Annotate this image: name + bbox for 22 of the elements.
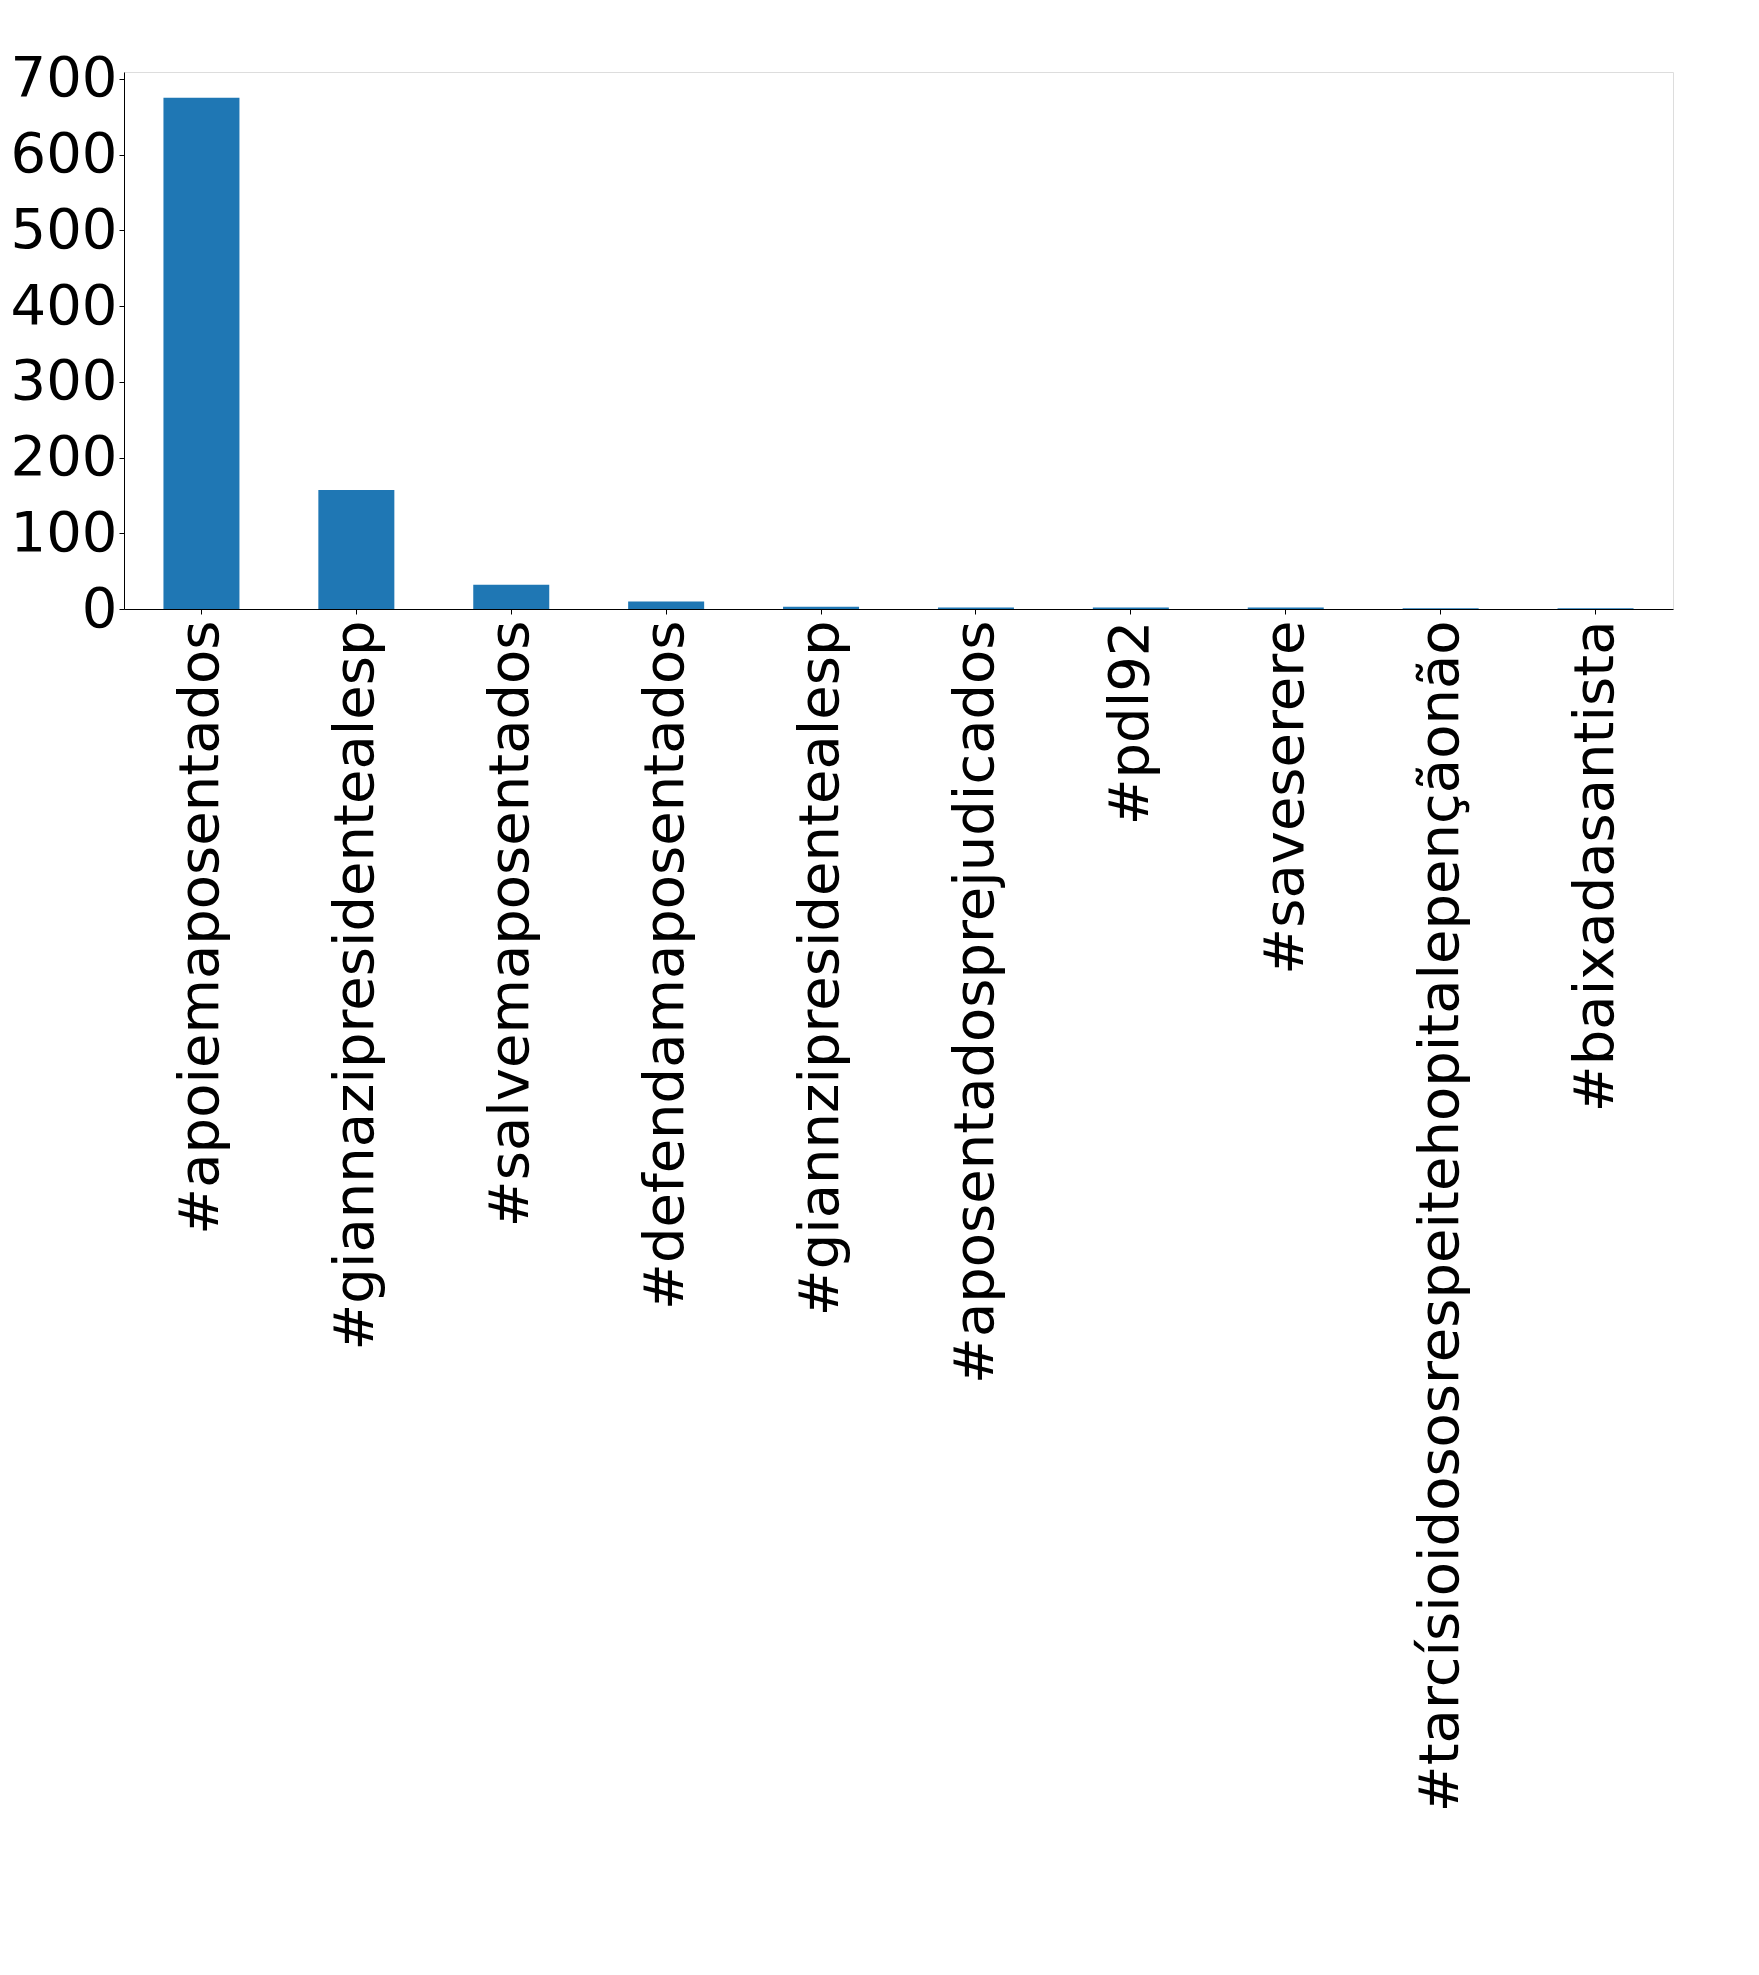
x-tick-label: #tarcísioidososrespeitehopitalepençãonão (1405, 620, 1471, 1813)
bar (628, 601, 705, 609)
x-tick-label: #pdl92 (1095, 620, 1161, 826)
bar (318, 490, 395, 609)
x-tick-label: #baixadasantista (1560, 620, 1626, 1113)
bar (473, 584, 550, 609)
y-tick-label: 400 (10, 271, 118, 337)
y-tick-label: 600 (10, 120, 118, 186)
y-tick-label: 700 (10, 44, 118, 110)
x-tick-label: #aposentadosprejudicados (940, 620, 1006, 1384)
y-tick-label: 0 (81, 574, 118, 640)
y-tick-label: 500 (10, 195, 118, 261)
x-tick-label: #salvemaposentados (476, 620, 542, 1228)
y-tick-label: 200 (10, 423, 118, 489)
bar (163, 97, 240, 609)
x-tick-label: #giannazipresidentealesp (321, 620, 387, 1351)
x-tick-label: #saveserere (1250, 620, 1316, 975)
y-tick-label: 300 (10, 347, 118, 413)
x-tick-label: #giannzipresidentealesp (786, 620, 852, 1317)
x-tick-label: #apoiemaposentados (166, 620, 232, 1235)
x-tick-label: #defendamaposentados (631, 620, 697, 1310)
y-tick-label: 100 (10, 498, 118, 564)
